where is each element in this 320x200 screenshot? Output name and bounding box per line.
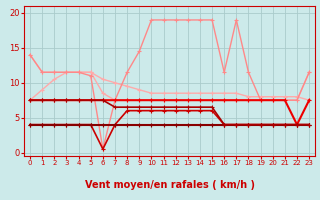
X-axis label: Vent moyen/en rafales ( km/h ): Vent moyen/en rafales ( km/h ) [84, 180, 255, 190]
